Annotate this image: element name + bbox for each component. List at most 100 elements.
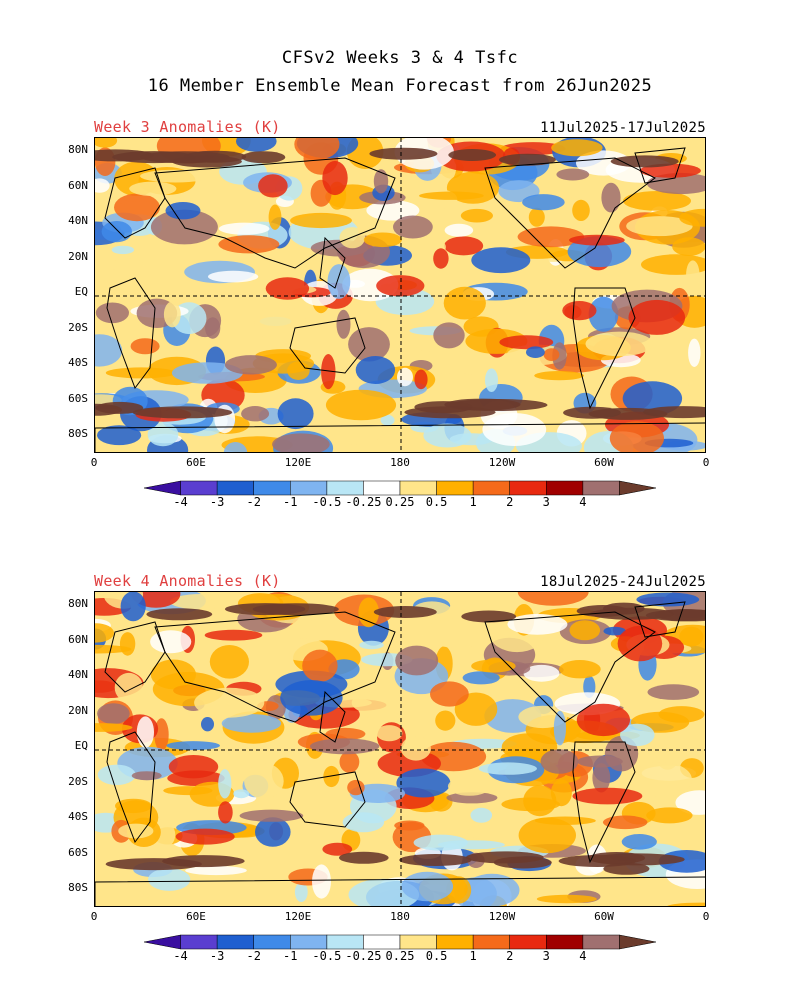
- anomaly-blob: [322, 160, 348, 196]
- lat-label: 20N: [68, 249, 88, 263]
- anomaly-blob: [540, 749, 579, 774]
- anomaly-blob: [95, 178, 110, 193]
- anomaly-blob: [209, 645, 249, 679]
- anomaly-blob: [534, 371, 584, 381]
- lat-label: 80N: [68, 143, 88, 156]
- anomaly-blob: [448, 149, 497, 161]
- anomaly-blob: [221, 714, 282, 733]
- lat-label: 80S: [68, 881, 88, 894]
- anomaly-blob: [322, 842, 353, 856]
- colorbar-swatch: [509, 480, 547, 496]
- anomaly-blob: [118, 823, 154, 839]
- colorbar-swatch: [216, 934, 254, 950]
- colorbar-swatch: [546, 480, 584, 496]
- anomaly-blob: [688, 338, 701, 367]
- lon-label: 60W: [594, 456, 614, 469]
- anomaly-blob: [588, 296, 619, 332]
- anomaly-blob: [325, 389, 397, 421]
- anomaly-blob: [543, 348, 560, 361]
- lat-label: 40N: [68, 214, 88, 227]
- anomaly-blob: [444, 223, 474, 237]
- colorbar-swatch: [582, 480, 620, 496]
- anomaly-blob: [130, 338, 160, 355]
- anomaly-blob: [131, 771, 162, 781]
- colorbar-label: -0.25: [345, 949, 382, 963]
- anomaly-blob: [162, 855, 245, 868]
- anomaly-blob: [140, 151, 230, 164]
- anomaly-blob: [675, 790, 705, 815]
- colorbar-label: 0.25: [385, 495, 415, 509]
- anomaly-blob: [430, 681, 469, 707]
- anomaly-blob: [101, 221, 132, 243]
- anomaly-blob: [339, 751, 360, 773]
- colorbar-label: -1: [283, 495, 298, 509]
- anomaly-blob: [572, 787, 643, 805]
- lat-label: 40S: [68, 810, 88, 823]
- main-title-line1: CFSv2 Weeks 3 & 4 Tsfc: [281, 48, 519, 68]
- lat-label: 60S: [68, 391, 88, 405]
- anomaly-blob: [348, 878, 420, 906]
- anomaly-blob: [369, 147, 438, 160]
- anomaly-blob: [129, 181, 177, 196]
- anomaly-blob: [414, 369, 428, 390]
- colorbar-label: 1: [469, 495, 477, 509]
- anomaly-blob: [601, 182, 621, 213]
- anomaly-blob: [376, 275, 425, 297]
- anomaly-blob: [359, 640, 384, 650]
- lat-label: 20S: [68, 774, 88, 788]
- anomaly-blob: [236, 138, 277, 152]
- colorbar-swatch: [253, 480, 291, 496]
- anomaly-blob: [351, 689, 417, 716]
- anomaly-blob: [244, 763, 284, 799]
- anomaly-blob: [646, 172, 705, 195]
- anomaly-blob: [536, 894, 597, 904]
- anomaly-blob: [115, 798, 152, 814]
- colorbar-swatch: [363, 480, 401, 496]
- colorbar-label: -3: [209, 495, 225, 509]
- lat-label: 80N: [68, 597, 88, 610]
- anomaly-blob: [132, 406, 233, 419]
- colorbar-label: 3: [542, 495, 550, 509]
- anomaly-blob: [462, 671, 500, 685]
- anomaly-blob: [258, 174, 288, 198]
- anomaly-blob: [218, 801, 233, 824]
- colorbar-swatch: [472, 934, 510, 950]
- anomaly-blob: [471, 247, 531, 274]
- anomaly-blob: [233, 789, 250, 799]
- anomaly-blob: [327, 264, 351, 299]
- anomaly-blob: [507, 613, 568, 635]
- lon-label: 0: [90, 456, 98, 469]
- coastline: [106, 277, 156, 390]
- anomaly-blob: [636, 592, 700, 607]
- coastline: [572, 287, 636, 410]
- anomaly-blob: [146, 608, 213, 621]
- anomaly-blob: [569, 234, 625, 246]
- anomaly-blob: [120, 592, 146, 622]
- anomaly-blob: [252, 603, 339, 616]
- colorbar-label: 0.5: [425, 949, 448, 963]
- anomaly-blob: [165, 202, 201, 220]
- anomaly-blob: [277, 398, 314, 430]
- anomaly-blob: [647, 684, 700, 700]
- coastline: [484, 157, 656, 269]
- anomaly-blob: [552, 342, 567, 370]
- anomaly-blob: [241, 406, 270, 422]
- lon-label: 180: [390, 910, 410, 923]
- anomaly-blob: [467, 823, 536, 841]
- lon-label: 60E: [186, 910, 206, 923]
- anomaly-blob: [380, 414, 395, 426]
- anomaly-blob: [399, 854, 472, 866]
- panel-dates-week4: 18Jul2025-24Jul2025: [540, 574, 706, 590]
- colorbar-swatch: [326, 934, 364, 950]
- anomaly-blob: [239, 809, 304, 822]
- anomaly-blob: [517, 226, 585, 248]
- colorbar-end: [143, 934, 181, 950]
- coastline: [634, 147, 686, 184]
- anomaly-blob: [437, 840, 505, 850]
- lat-label: EQ: [74, 285, 88, 298]
- colorbar-label: 4: [579, 949, 587, 963]
- anomaly-blob: [363, 232, 402, 248]
- lon-label: 0: [702, 910, 710, 923]
- anomaly-blob: [163, 786, 213, 796]
- lat-label: 60S: [68, 845, 88, 859]
